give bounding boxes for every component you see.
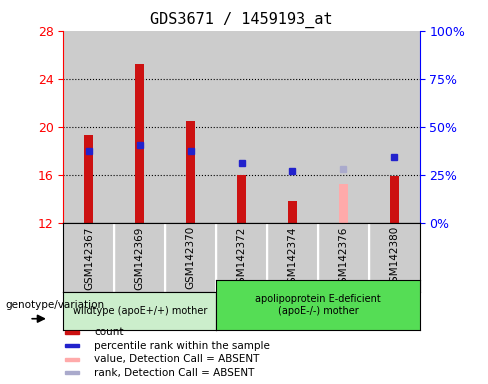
Bar xyxy=(318,31,369,223)
Bar xyxy=(186,121,195,223)
Text: wildtype (apoE+/+) mother: wildtype (apoE+/+) mother xyxy=(73,306,207,316)
Text: GSM142367: GSM142367 xyxy=(84,226,94,290)
Text: GSM142380: GSM142380 xyxy=(389,226,399,290)
Bar xyxy=(389,176,399,223)
Bar xyxy=(237,175,246,223)
Bar xyxy=(165,31,216,223)
Bar xyxy=(369,31,420,223)
Title: GDS3671 / 1459193_at: GDS3671 / 1459193_at xyxy=(150,12,333,28)
Text: GSM142369: GSM142369 xyxy=(135,226,145,290)
Bar xyxy=(114,31,165,223)
Bar xyxy=(339,184,348,223)
Text: percentile rank within the sample: percentile rank within the sample xyxy=(94,341,270,351)
Text: value, Detection Call = ABSENT: value, Detection Call = ABSENT xyxy=(94,354,260,364)
Bar xyxy=(63,31,114,223)
Bar xyxy=(65,358,79,361)
Bar xyxy=(135,65,144,223)
Bar xyxy=(267,31,318,223)
Bar xyxy=(288,201,297,223)
Text: GSM142376: GSM142376 xyxy=(338,226,348,290)
Text: apolipoprotein E-deficient
(apoE-/-) mother: apolipoprotein E-deficient (apoE-/-) mot… xyxy=(255,295,381,316)
Text: GSM142372: GSM142372 xyxy=(237,226,246,290)
Text: genotype/variation: genotype/variation xyxy=(5,300,104,310)
Bar xyxy=(65,371,79,374)
Text: GSM142370: GSM142370 xyxy=(185,226,196,290)
Bar xyxy=(216,31,267,223)
Bar xyxy=(65,331,79,334)
Bar xyxy=(65,344,79,347)
Text: count: count xyxy=(94,327,123,337)
Text: rank, Detection Call = ABSENT: rank, Detection Call = ABSENT xyxy=(94,367,255,377)
Bar xyxy=(84,135,94,223)
Text: GSM142374: GSM142374 xyxy=(287,226,298,290)
